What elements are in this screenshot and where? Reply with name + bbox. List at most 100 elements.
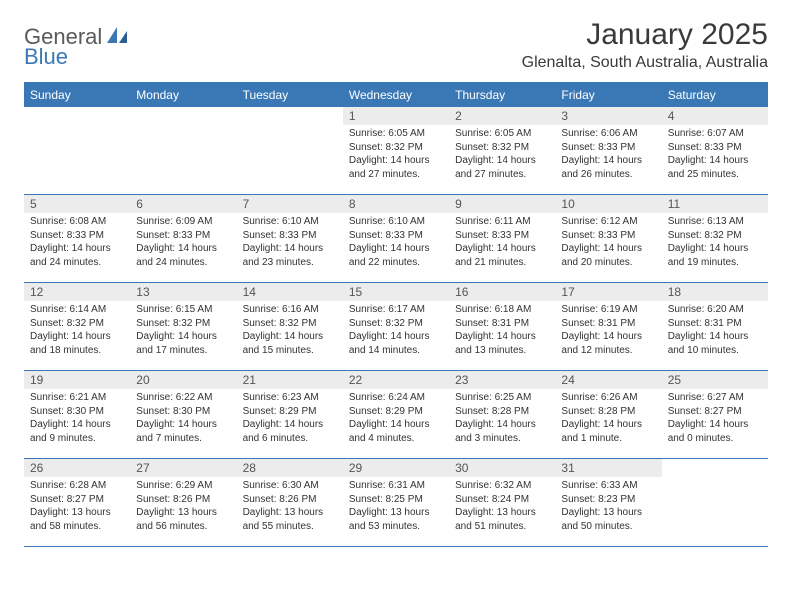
daylight-text: Daylight: 14 hours and 6 minutes. <box>243 418 337 445</box>
daylight-text: Daylight: 14 hours and 15 minutes. <box>243 330 337 357</box>
weekday-header: Sunday <box>24 83 130 107</box>
day-number: 4 <box>662 107 768 125</box>
day-details: Sunrise: 6:14 AMSunset: 8:32 PMDaylight:… <box>24 301 130 361</box>
sunrise-text: Sunrise: 6:14 AM <box>30 303 124 317</box>
day-number: 13 <box>130 283 236 301</box>
sunset-text: Sunset: 8:33 PM <box>136 229 230 243</box>
daylight-text: Daylight: 13 hours and 55 minutes. <box>243 506 337 533</box>
calendar-cell: 7Sunrise: 6:10 AMSunset: 8:33 PMDaylight… <box>237 195 343 283</box>
day-details: Sunrise: 6:29 AMSunset: 8:26 PMDaylight:… <box>130 477 236 537</box>
calendar-cell: 4Sunrise: 6:07 AMSunset: 8:33 PMDaylight… <box>662 107 768 195</box>
day-number: 27 <box>130 459 236 477</box>
weekday-header: Saturday <box>662 83 768 107</box>
daylight-text: Daylight: 14 hours and 7 minutes. <box>136 418 230 445</box>
daylight-text: Daylight: 14 hours and 18 minutes. <box>30 330 124 357</box>
calendar-cell: 26Sunrise: 6:28 AMSunset: 8:27 PMDayligh… <box>24 459 130 547</box>
daylight-text: Daylight: 14 hours and 25 minutes. <box>668 154 762 181</box>
calendar-cell: 19Sunrise: 6:21 AMSunset: 8:30 PMDayligh… <box>24 371 130 459</box>
calendar-cell: 14Sunrise: 6:16 AMSunset: 8:32 PMDayligh… <box>237 283 343 371</box>
sunset-text: Sunset: 8:29 PM <box>243 405 337 419</box>
day-details: Sunrise: 6:11 AMSunset: 8:33 PMDaylight:… <box>449 213 555 273</box>
sunrise-text: Sunrise: 6:21 AM <box>30 391 124 405</box>
calendar-table: SundayMondayTuesdayWednesdayThursdayFrid… <box>24 82 768 547</box>
sunset-text: Sunset: 8:32 PM <box>668 229 762 243</box>
calendar-cell: 1Sunrise: 6:05 AMSunset: 8:32 PMDaylight… <box>343 107 449 195</box>
sunset-text: Sunset: 8:33 PM <box>668 141 762 155</box>
sunset-text: Sunset: 8:28 PM <box>455 405 549 419</box>
location-text: Glenalta, South Australia, Australia <box>522 54 768 72</box>
sunrise-text: Sunrise: 6:05 AM <box>455 127 549 141</box>
calendar-cell: 9Sunrise: 6:11 AMSunset: 8:33 PMDaylight… <box>449 195 555 283</box>
sunset-text: Sunset: 8:29 PM <box>349 405 443 419</box>
sunset-text: Sunset: 8:31 PM <box>668 317 762 331</box>
sunset-text: Sunset: 8:25 PM <box>349 493 443 507</box>
calendar-body: 1Sunrise: 6:05 AMSunset: 8:32 PMDaylight… <box>24 107 768 547</box>
calendar-cell: 17Sunrise: 6:19 AMSunset: 8:31 PMDayligh… <box>555 283 661 371</box>
month-title: January 2025 <box>522 18 768 52</box>
calendar-week-row: 1Sunrise: 6:05 AMSunset: 8:32 PMDaylight… <box>24 107 768 195</box>
header: General January 2025 Glenalta, South Aus… <box>24 18 768 72</box>
calendar-cell <box>24 107 130 195</box>
day-details: Sunrise: 6:22 AMSunset: 8:30 PMDaylight:… <box>130 389 236 449</box>
day-details: Sunrise: 6:09 AMSunset: 8:33 PMDaylight:… <box>130 213 236 273</box>
daylight-text: Daylight: 14 hours and 9 minutes. <box>30 418 124 445</box>
calendar-cell: 8Sunrise: 6:10 AMSunset: 8:33 PMDaylight… <box>343 195 449 283</box>
calendar-cell: 5Sunrise: 6:08 AMSunset: 8:33 PMDaylight… <box>24 195 130 283</box>
sunrise-text: Sunrise: 6:09 AM <box>136 215 230 229</box>
title-block: January 2025 Glenalta, South Australia, … <box>522 18 768 72</box>
sunrise-text: Sunrise: 6:10 AM <box>243 215 337 229</box>
sunset-text: Sunset: 8:24 PM <box>455 493 549 507</box>
sunset-text: Sunset: 8:33 PM <box>455 229 549 243</box>
day-details: Sunrise: 6:28 AMSunset: 8:27 PMDaylight:… <box>24 477 130 537</box>
day-number: 15 <box>343 283 449 301</box>
calendar-cell <box>237 107 343 195</box>
logo-text-blue: Blue <box>24 44 68 69</box>
calendar-week-row: 26Sunrise: 6:28 AMSunset: 8:27 PMDayligh… <box>24 459 768 547</box>
day-details: Sunrise: 6:05 AMSunset: 8:32 PMDaylight:… <box>343 125 449 185</box>
sunrise-text: Sunrise: 6:18 AM <box>455 303 549 317</box>
daylight-text: Daylight: 14 hours and 13 minutes. <box>455 330 549 357</box>
calendar-cell: 15Sunrise: 6:17 AMSunset: 8:32 PMDayligh… <box>343 283 449 371</box>
daylight-text: Daylight: 14 hours and 12 minutes. <box>561 330 655 357</box>
sunrise-text: Sunrise: 6:06 AM <box>561 127 655 141</box>
daylight-text: Daylight: 14 hours and 1 minute. <box>561 418 655 445</box>
daylight-text: Daylight: 13 hours and 58 minutes. <box>30 506 124 533</box>
day-number: 12 <box>24 283 130 301</box>
day-number: 20 <box>130 371 236 389</box>
sunrise-text: Sunrise: 6:11 AM <box>455 215 549 229</box>
calendar-week-row: 5Sunrise: 6:08 AMSunset: 8:33 PMDaylight… <box>24 195 768 283</box>
sunrise-text: Sunrise: 6:27 AM <box>668 391 762 405</box>
day-details: Sunrise: 6:31 AMSunset: 8:25 PMDaylight:… <box>343 477 449 537</box>
calendar-cell: 10Sunrise: 6:12 AMSunset: 8:33 PMDayligh… <box>555 195 661 283</box>
calendar-cell: 23Sunrise: 6:25 AMSunset: 8:28 PMDayligh… <box>449 371 555 459</box>
day-details: Sunrise: 6:18 AMSunset: 8:31 PMDaylight:… <box>449 301 555 361</box>
calendar-cell: 18Sunrise: 6:20 AMSunset: 8:31 PMDayligh… <box>662 283 768 371</box>
weekday-header: Thursday <box>449 83 555 107</box>
daylight-text: Daylight: 14 hours and 27 minutes. <box>455 154 549 181</box>
day-number: 3 <box>555 107 661 125</box>
daylight-text: Daylight: 14 hours and 24 minutes. <box>136 242 230 269</box>
weekday-header: Friday <box>555 83 661 107</box>
calendar-page: General January 2025 Glenalta, South Aus… <box>0 0 792 557</box>
sunset-text: Sunset: 8:32 PM <box>455 141 549 155</box>
daylight-text: Daylight: 13 hours and 56 minutes. <box>136 506 230 533</box>
day-number: 17 <box>555 283 661 301</box>
day-number: 31 <box>555 459 661 477</box>
calendar-cell <box>130 107 236 195</box>
daylight-text: Daylight: 14 hours and 24 minutes. <box>30 242 124 269</box>
day-number: 24 <box>555 371 661 389</box>
day-details: Sunrise: 6:16 AMSunset: 8:32 PMDaylight:… <box>237 301 343 361</box>
sunrise-text: Sunrise: 6:10 AM <box>349 215 443 229</box>
day-details: Sunrise: 6:06 AMSunset: 8:33 PMDaylight:… <box>555 125 661 185</box>
calendar-cell: 28Sunrise: 6:30 AMSunset: 8:26 PMDayligh… <box>237 459 343 547</box>
calendar-cell: 24Sunrise: 6:26 AMSunset: 8:28 PMDayligh… <box>555 371 661 459</box>
sunrise-text: Sunrise: 6:28 AM <box>30 479 124 493</box>
day-details: Sunrise: 6:33 AMSunset: 8:23 PMDaylight:… <box>555 477 661 537</box>
calendar-cell: 31Sunrise: 6:33 AMSunset: 8:23 PMDayligh… <box>555 459 661 547</box>
calendar-week-row: 12Sunrise: 6:14 AMSunset: 8:32 PMDayligh… <box>24 283 768 371</box>
day-details: Sunrise: 6:20 AMSunset: 8:31 PMDaylight:… <box>662 301 768 361</box>
sunrise-text: Sunrise: 6:19 AM <box>561 303 655 317</box>
daylight-text: Daylight: 14 hours and 4 minutes. <box>349 418 443 445</box>
day-details: Sunrise: 6:25 AMSunset: 8:28 PMDaylight:… <box>449 389 555 449</box>
sunrise-text: Sunrise: 6:05 AM <box>349 127 443 141</box>
